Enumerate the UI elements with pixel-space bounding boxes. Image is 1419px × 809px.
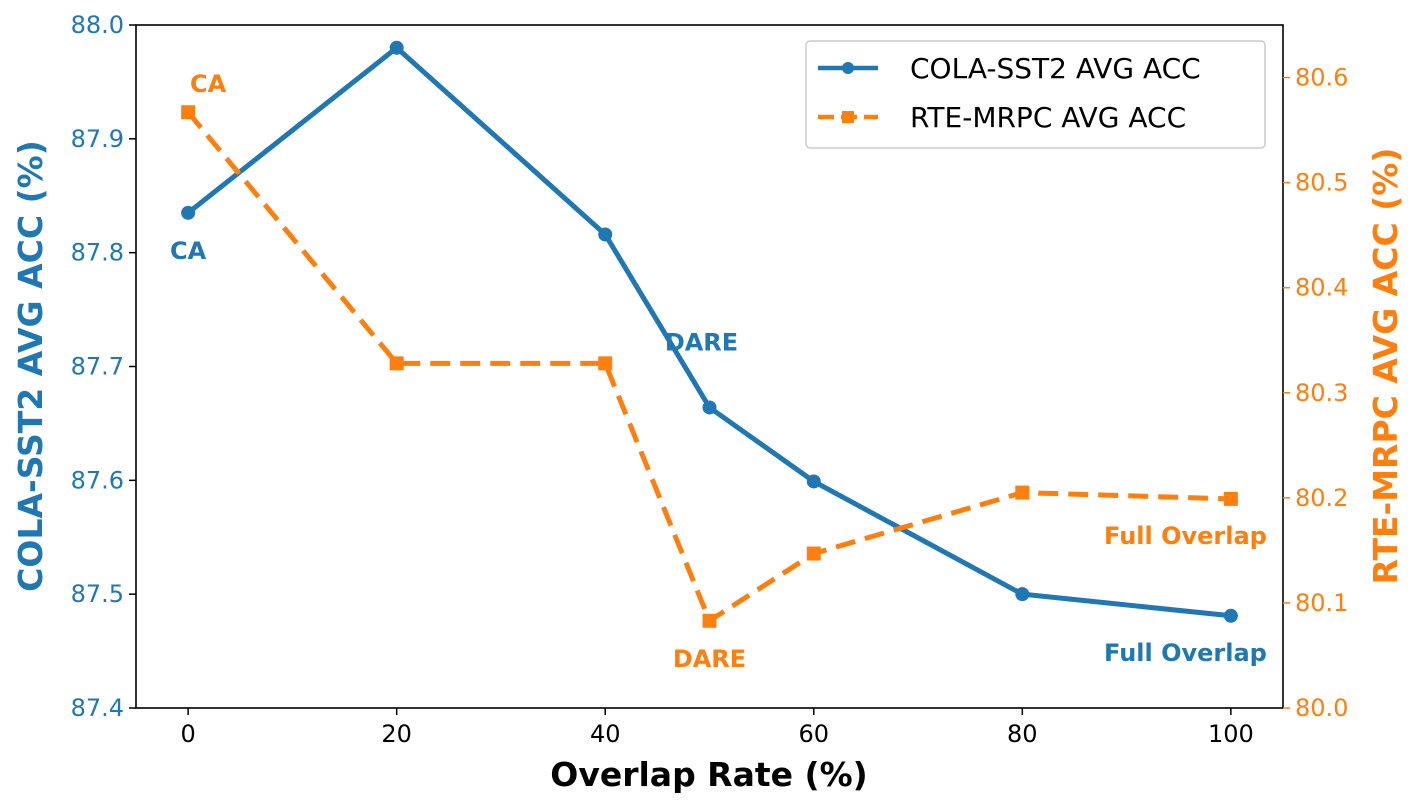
x-tick-label: 20: [381, 720, 412, 748]
annotation-full-overlap-left: Full Overlap: [1104, 639, 1267, 667]
annotation-ca-right: CA: [190, 70, 227, 98]
right-y-tick-label: 80.5: [1295, 169, 1348, 197]
x-tick-label: 100: [1208, 720, 1254, 748]
left-y-tick-label: 87.7: [71, 353, 124, 381]
annotation-dare-left: DARE: [665, 328, 738, 356]
annotation-full-overlap-right: Full Overlap: [1104, 522, 1267, 550]
x-tick-label: 0: [180, 720, 195, 748]
data-point-rte-mrpc-avg-acc: [181, 105, 196, 120]
data-point-cola-sst2-avg-acc: [702, 400, 717, 415]
legend-label-cola-sst2: COLA-SST2 AVG ACC: [910, 52, 1201, 85]
left-y-tick-label: 87.5: [71, 580, 124, 608]
left-y-tick-label: 88.0: [71, 11, 124, 39]
data-point-cola-sst2-avg-acc: [181, 205, 196, 220]
annotations-layer: CA CA DARE DARE Full Overlap Full Overlap: [170, 70, 1267, 673]
data-point-cola-sst2-avg-acc: [389, 40, 404, 55]
x-tick-label: 80: [1007, 720, 1038, 748]
data-point-cola-sst2-avg-acc: [1223, 608, 1238, 623]
data-point-cola-sst2-avg-acc: [806, 474, 821, 489]
left-y-tick-label: 87.6: [71, 466, 124, 494]
annotation-dare-right: DARE: [673, 645, 746, 673]
right-y-tick-label: 80.1: [1295, 589, 1348, 617]
data-point-cola-sst2-avg-acc: [1015, 587, 1030, 602]
legend: COLA-SST2 AVG ACC RTE-MRPC AVG ACC: [805, 40, 1266, 149]
right-y-axis-title: RTE-MRPC AVG ACC (%): [1366, 148, 1405, 585]
data-point-rte-mrpc-avg-acc: [1223, 491, 1238, 506]
legend-marker-rte-mrpc: [842, 111, 854, 123]
right-y-tick-label: 80.6: [1295, 64, 1348, 92]
legend-marker-cola-sst2: [842, 62, 854, 74]
right-y-tick-label: 80.0: [1295, 694, 1348, 722]
left-y-axis-title: COLA-SST2 AVG ACC (%): [11, 140, 50, 592]
left-y-tick-label: 87.9: [71, 125, 124, 153]
data-point-rte-mrpc-avg-acc: [806, 546, 821, 561]
data-point-cola-sst2-avg-acc: [598, 227, 613, 242]
left-y-tick-label: 87.4: [71, 694, 124, 722]
left-y-tick-label: 87.8: [71, 239, 124, 267]
right-y-tick-label: 80.4: [1295, 274, 1348, 302]
legend-box: [805, 40, 1266, 149]
series-layer: [181, 40, 1238, 628]
right-y-tick-label: 80.3: [1295, 379, 1348, 407]
x-axis-title: Overlap Rate (%): [550, 755, 867, 794]
annotation-ca-left: CA: [170, 237, 207, 265]
x-tick-label: 60: [798, 720, 829, 748]
data-point-rte-mrpc-avg-acc: [389, 356, 404, 371]
data-point-rte-mrpc-avg-acc: [702, 613, 717, 628]
x-tick-label: 40: [590, 720, 621, 748]
data-point-rte-mrpc-avg-acc: [598, 356, 613, 371]
data-point-rte-mrpc-avg-acc: [1015, 485, 1030, 500]
right-y-tick-label: 80.2: [1295, 484, 1348, 512]
ticks-layer: 0 20 40 60 80 100 87.4 87.5 87.6 87.7 87.8 87.9 88.0…: [71, 11, 1349, 748]
legend-label-rte-mrpc: RTE-MRPC AVG ACC: [910, 101, 1186, 134]
